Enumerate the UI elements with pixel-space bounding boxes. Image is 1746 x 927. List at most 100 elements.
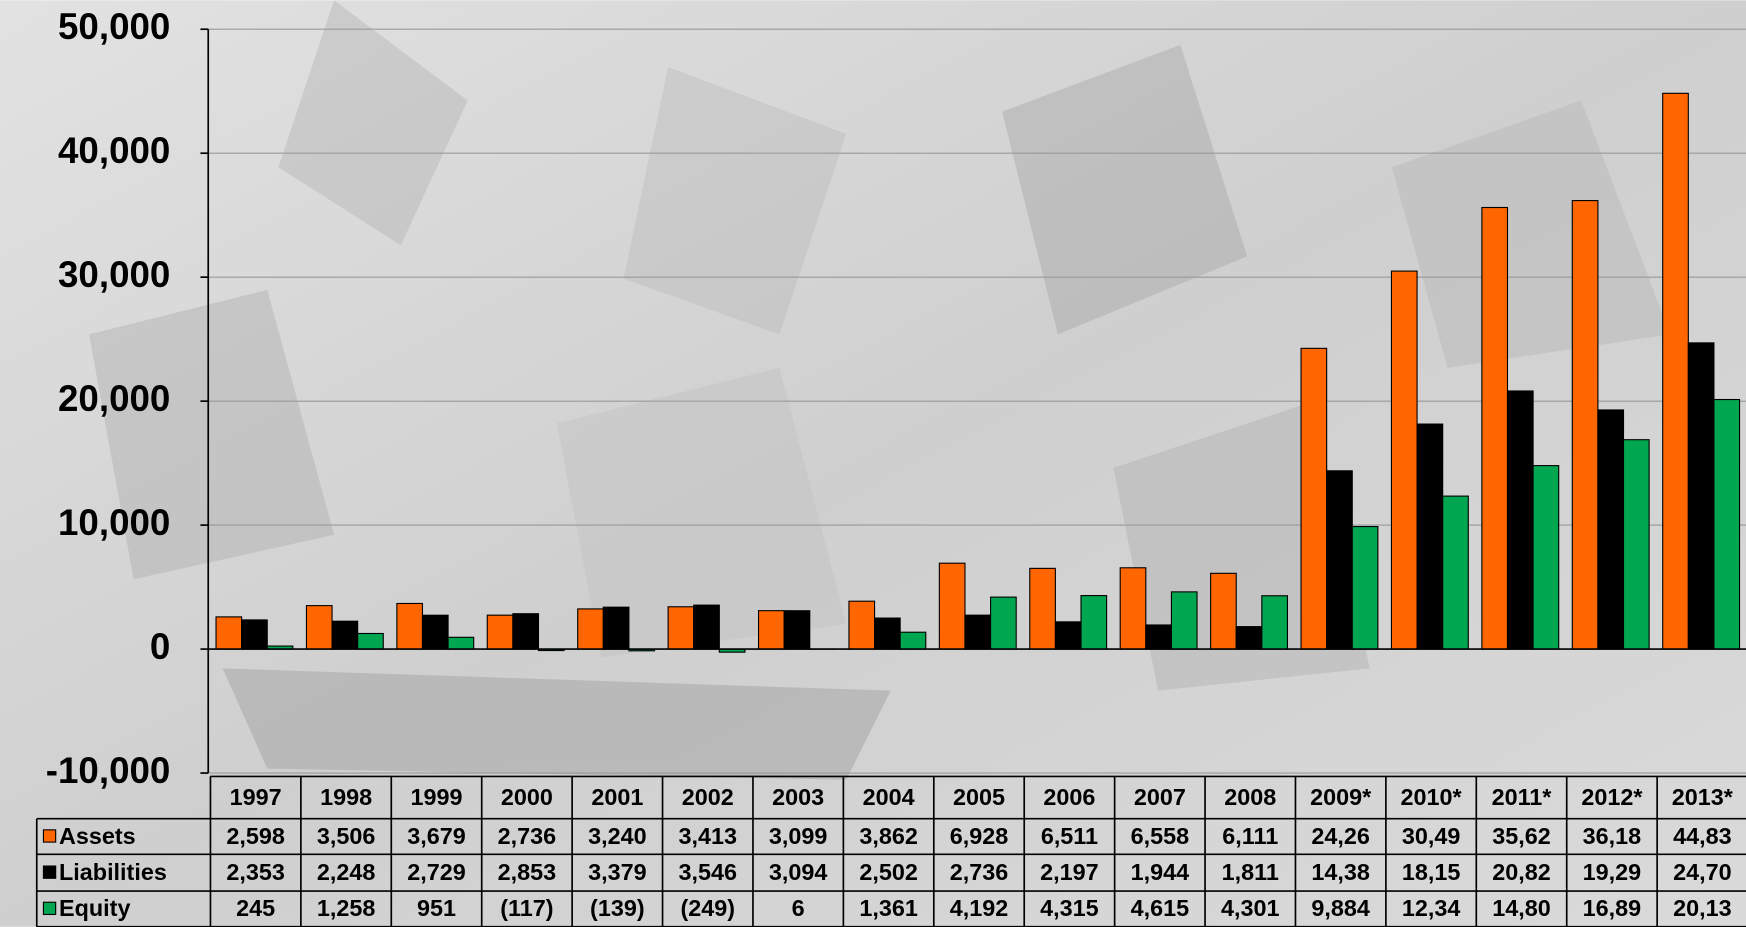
bar (1301, 348, 1327, 649)
y-tick-label: 10,000 (58, 502, 170, 543)
data-label: 4,301 (1221, 895, 1280, 921)
bar (759, 611, 785, 649)
y-tick-label: 50,000 (58, 6, 170, 47)
bar (216, 617, 242, 649)
data-label: 3,379 (588, 859, 647, 885)
bar (784, 611, 810, 649)
bar (1327, 471, 1353, 649)
x-tick-label: 1997 (230, 784, 282, 810)
x-tick-label: 2003 (772, 784, 824, 810)
bar (1030, 568, 1056, 649)
x-tick-label: 2006 (1043, 784, 1095, 810)
bar (358, 633, 384, 649)
bar (603, 607, 629, 649)
bar (1533, 466, 1559, 649)
data-label: 3,094 (769, 859, 828, 885)
x-tick-label: 1998 (320, 784, 372, 810)
data-label: 9,884 (1311, 895, 1370, 921)
bar (991, 597, 1017, 649)
data-label: 35,62 (1492, 823, 1551, 849)
data-label: 14,80 (1492, 895, 1551, 921)
y-tick-label: 20,000 (58, 378, 170, 419)
x-tick-label: 2001 (591, 784, 643, 810)
data-label: 2,736 (498, 823, 557, 849)
data-label: 2,853 (498, 859, 557, 885)
legend-swatch (43, 902, 55, 914)
data-label: 2,248 (317, 859, 376, 885)
data-label: 16,89 (1583, 895, 1642, 921)
bar (1081, 596, 1107, 649)
bar (1624, 440, 1650, 649)
bar (1598, 410, 1624, 649)
data-label: 3,679 (407, 823, 466, 849)
bar (900, 632, 926, 649)
bar (939, 563, 965, 649)
x-tick-label: 2004 (863, 784, 915, 810)
data-label: 1,258 (317, 895, 376, 921)
bar (668, 607, 694, 649)
legend-label: Equity (59, 895, 130, 921)
x-tick-label: 2012* (1581, 784, 1643, 810)
bar (448, 637, 474, 649)
data-label: (139) (590, 895, 645, 921)
bar (1055, 622, 1081, 649)
data-label: 14,38 (1311, 859, 1370, 885)
bar (1443, 496, 1469, 649)
y-tick-label: 0 (150, 626, 170, 667)
data-label: 3,862 (859, 823, 917, 849)
data-label: 2,736 (950, 859, 1009, 885)
x-tick-label: 2007 (1134, 784, 1186, 810)
data-label: 1,944 (1131, 859, 1190, 885)
bar (242, 620, 268, 649)
data-label: 3,413 (679, 823, 737, 849)
bar (1391, 271, 1417, 649)
legend-swatch (43, 866, 55, 878)
bar (1236, 627, 1262, 649)
data-label: 1,811 (1222, 859, 1279, 885)
bar (487, 615, 513, 649)
data-label: 19,29 (1583, 859, 1642, 885)
x-tick-label: 2011* (1492, 784, 1553, 810)
data-label: 3,546 (679, 859, 737, 885)
data-label: 2,197 (1040, 859, 1099, 885)
bar (422, 615, 448, 649)
data-label: 245 (236, 895, 275, 921)
data-label: 1,361 (859, 895, 917, 921)
data-label: 951 (417, 895, 456, 921)
bar (578, 609, 604, 649)
legend-label: Liabilities (59, 859, 167, 885)
data-label: 20,13 (1673, 895, 1732, 921)
data-label: 6,928 (950, 823, 1009, 849)
data-label: 3,506 (317, 823, 376, 849)
bar (694, 605, 720, 649)
bar (1262, 596, 1288, 649)
x-tick-label: 2005 (953, 784, 1005, 810)
data-label: 6,511 (1041, 823, 1098, 849)
x-tick-label: 2010* (1401, 784, 1463, 810)
x-tick-label: 2013* (1672, 784, 1734, 810)
x-tick-label: 2002 (682, 784, 734, 810)
data-label: 2,353 (226, 859, 285, 885)
data-label: 2,598 (226, 823, 285, 849)
bar (306, 606, 332, 649)
page: -10,000010,00020,00030,00040,00050,00019… (0, 0, 1746, 927)
bar (1352, 527, 1378, 650)
bar (1417, 424, 1443, 649)
y-tick-label: -10,000 (46, 750, 171, 791)
bar (1663, 93, 1689, 649)
data-label: 20,82 (1492, 859, 1551, 885)
data-label: 4,315 (1040, 895, 1099, 921)
legend-swatch (43, 830, 55, 842)
data-label: 6,558 (1131, 823, 1190, 849)
data-label: 44,83 (1673, 823, 1732, 849)
y-tick-label: 40,000 (58, 130, 170, 171)
bar (1507, 391, 1533, 649)
data-label: 2,502 (859, 859, 917, 885)
data-label: (117) (500, 895, 553, 921)
bar (513, 614, 539, 649)
data-label: 6,111 (1222, 823, 1278, 849)
bar (875, 618, 901, 649)
data-label: 4,192 (950, 895, 1009, 921)
data-label: 3,099 (769, 823, 828, 849)
data-label: 2,729 (407, 859, 466, 885)
